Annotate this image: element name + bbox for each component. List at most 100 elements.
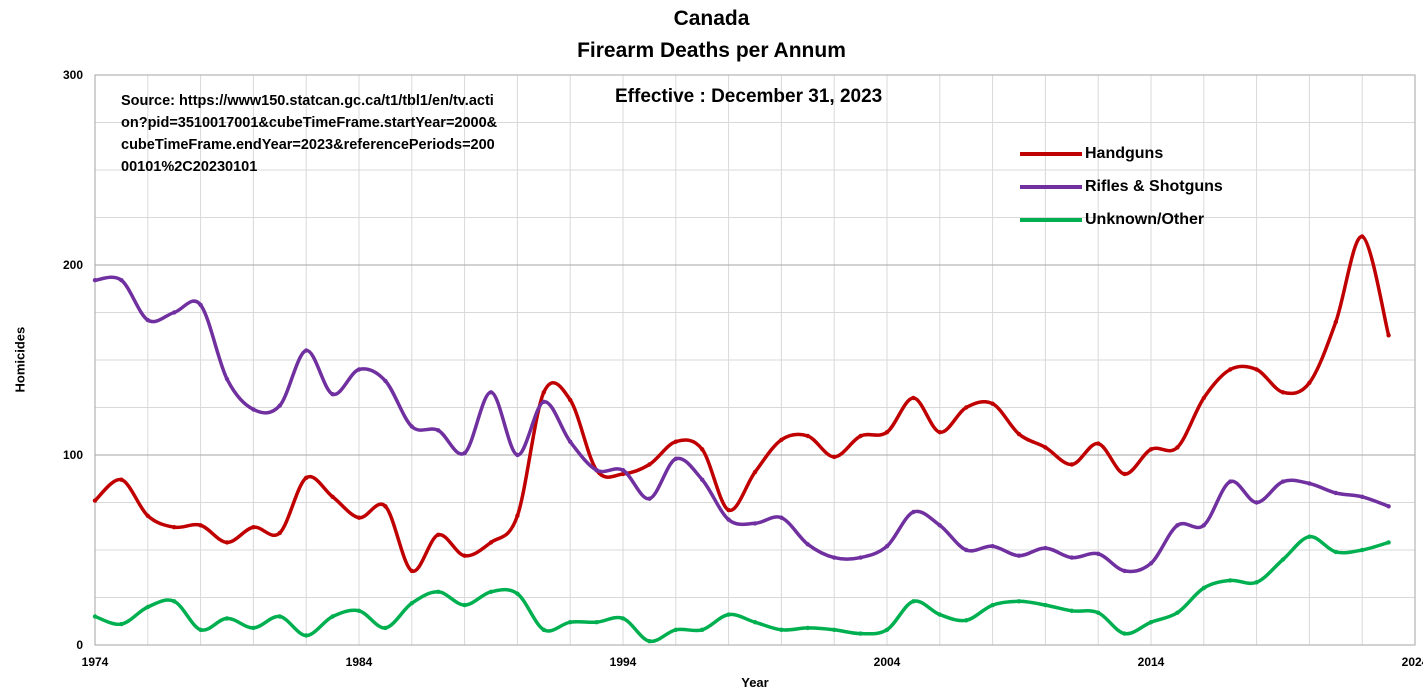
data-point-unknown-other [1122, 631, 1127, 636]
series-line-handguns [93, 234, 1391, 573]
data-point-handguns [1360, 234, 1365, 239]
data-point-handguns [462, 553, 467, 558]
data-point-handguns [1386, 333, 1391, 338]
legend: Handguns Rifles & Shotguns Unknown/Other [1020, 137, 1223, 236]
legend-item-unknown: Unknown/Other [1020, 203, 1223, 236]
data-point-unknown-other [1016, 599, 1022, 604]
legend-label-rifles: Rifles & Shotguns [1085, 177, 1223, 195]
data-point-handguns [647, 462, 652, 467]
data-point-handguns [1280, 390, 1286, 395]
data-point-rifles-shotguns [805, 542, 810, 547]
data-point-rifles-shotguns [1386, 504, 1391, 509]
data-point-unknown-other [990, 602, 995, 608]
data-point-rifles-shotguns [462, 450, 467, 456]
data-point-unknown-other [700, 627, 705, 632]
data-point-rifles-shotguns [884, 544, 890, 549]
data-point-handguns [1096, 441, 1101, 446]
data-point-handguns [251, 525, 256, 530]
x-axis-label: Year [741, 675, 769, 690]
data-point-unknown-other [1360, 547, 1365, 553]
data-point-unknown-other [1096, 610, 1101, 615]
data-point-rifles-shotguns [1096, 551, 1101, 556]
data-point-handguns [884, 430, 890, 435]
data-point-unknown-other [330, 614, 335, 619]
data-point-unknown-other [673, 627, 678, 632]
data-point-unknown-other [594, 620, 599, 625]
data-point-unknown-other [383, 625, 388, 631]
data-point-handguns [356, 515, 362, 520]
data-point-rifles-shotguns [119, 278, 124, 283]
data-point-unknown-other [304, 633, 309, 638]
data-point-rifles-shotguns [1228, 479, 1233, 484]
data-point-unknown-other [1175, 610, 1180, 615]
data-point-rifles-shotguns [1360, 494, 1365, 499]
x-tick-label: 2004 [874, 655, 901, 669]
data-point-handguns [119, 477, 124, 482]
data-point-unknown-other [858, 631, 863, 636]
data-point-handguns [937, 430, 942, 435]
data-point-rifles-shotguns [911, 509, 916, 515]
data-point-unknown-other [1254, 580, 1259, 585]
data-point-rifles-shotguns [436, 428, 441, 433]
data-point-rifles-shotguns [779, 515, 784, 520]
data-point-rifles-shotguns [726, 517, 731, 522]
legend-item-rifles: Rifles & Shotguns [1020, 170, 1223, 203]
data-point-rifles-shotguns [145, 317, 150, 323]
data-point-unknown-other [119, 621, 124, 627]
chart-title: Firearm Deaths per Annum [577, 39, 846, 62]
data-point-handguns [304, 475, 309, 480]
data-point-rifles-shotguns [1043, 545, 1048, 551]
data-point-handguns [726, 507, 731, 513]
data-point-rifles-shotguns [647, 496, 652, 501]
data-point-rifles-shotguns [1148, 561, 1154, 566]
data-point-handguns [1228, 367, 1233, 372]
data-point-rifles-shotguns [752, 521, 758, 526]
data-point-unknown-other [1201, 585, 1207, 591]
data-point-rifles-shotguns [92, 278, 98, 283]
data-point-handguns [752, 469, 758, 475]
data-point-rifles-shotguns [304, 348, 309, 353]
data-point-rifles-shotguns [1280, 479, 1286, 484]
data-point-rifles-shotguns [858, 555, 863, 560]
data-point-handguns [832, 454, 837, 460]
data-point-rifles-shotguns [1069, 555, 1075, 560]
data-point-rifles-shotguns [1254, 500, 1259, 505]
data-point-handguns [1069, 462, 1075, 467]
data-point-handguns [1043, 445, 1048, 450]
legend-item-handguns: Handguns [1020, 137, 1223, 170]
y-tick-label: 100 [63, 448, 83, 462]
data-point-handguns [1201, 395, 1207, 401]
data-point-rifles-shotguns [832, 555, 837, 560]
data-point-unknown-other [1386, 540, 1391, 545]
data-point-handguns [990, 401, 995, 406]
data-point-handguns [1122, 471, 1127, 477]
data-point-rifles-shotguns [1016, 553, 1022, 558]
data-point-rifles-shotguns [1175, 523, 1180, 528]
data-point-rifles-shotguns [1201, 523, 1207, 528]
x-tick-label: 2014 [1138, 655, 1165, 669]
y-tick-label: 0 [76, 638, 83, 652]
data-point-unknown-other [1043, 602, 1048, 608]
data-point-unknown-other [937, 612, 942, 617]
legend-swatch-unknown [1020, 217, 1082, 222]
data-point-rifles-shotguns [673, 456, 678, 461]
data-point-handguns [568, 397, 573, 403]
data-point-rifles-shotguns [488, 390, 494, 395]
y-tick-label: 200 [63, 258, 83, 272]
data-point-unknown-other [911, 599, 916, 604]
data-point-unknown-other [1307, 534, 1312, 539]
data-point-rifles-shotguns [198, 302, 203, 308]
data-point-handguns [277, 530, 282, 536]
data-point-handguns [224, 540, 230, 545]
data-point-handguns [805, 433, 810, 439]
data-point-unknown-other [1148, 620, 1154, 625]
data-point-handguns [673, 439, 678, 444]
source-note: Source: https://www150.statcan.gc.ca/t1/… [121, 93, 498, 175]
x-tick-label: 2024 [1402, 655, 1423, 669]
x-tick-label: 1994 [610, 655, 637, 669]
data-point-rifles-shotguns [620, 468, 626, 473]
chart-title-country: Canada [673, 7, 750, 30]
data-point-unknown-other [568, 620, 573, 625]
data-point-rifles-shotguns [515, 452, 520, 458]
data-point-rifles-shotguns [224, 376, 230, 382]
